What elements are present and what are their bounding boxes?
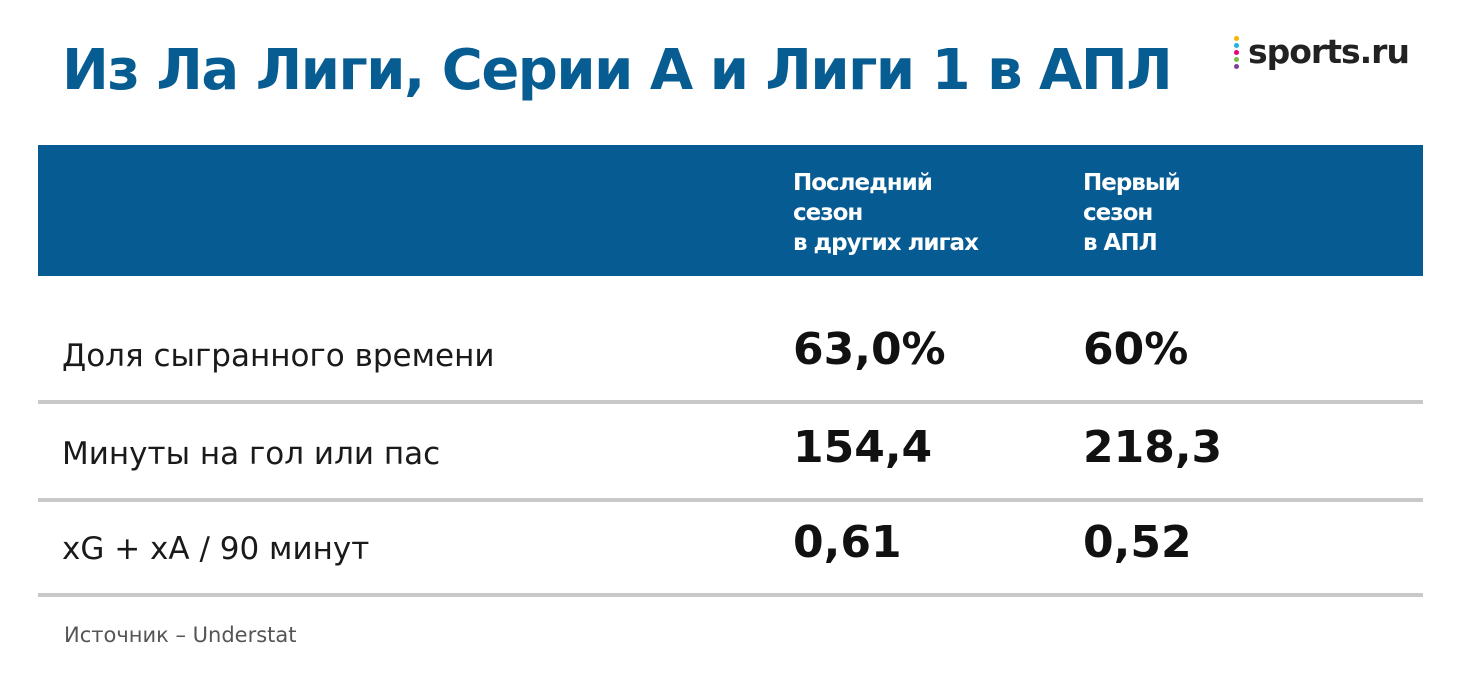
column-header-line: сезон [793, 200, 863, 226]
row-label: Минуты на гол или пас [62, 436, 441, 472]
cell-value: 60% [1083, 324, 1189, 375]
column-header-line: Последний [793, 170, 933, 196]
column-header-line: Первый [1083, 170, 1181, 196]
row-label: Доля сыгранного времени [62, 338, 495, 374]
column-header-line: сезон [1083, 200, 1153, 226]
row-label: xG + xA / 90 минут [62, 531, 370, 567]
cell-value: 0,52 [1083, 517, 1192, 568]
cell-value: 63,0% [793, 324, 946, 375]
cell-value: 218,3 [1083, 422, 1223, 473]
logo-dots [1234, 36, 1240, 71]
cell-value: 0,61 [793, 517, 902, 568]
column-header: Первый сезон в АПЛ [1083, 168, 1181, 258]
column-header-line: в других лигах [793, 230, 979, 256]
column-header-line: в АПЛ [1083, 230, 1158, 256]
cell-value: 154,4 [793, 422, 933, 473]
logo: sports.ru [1248, 32, 1410, 71]
row-separator [38, 498, 1423, 502]
source: Источник – Understat [64, 623, 297, 647]
title: Из Ла Лиги, Серии А и Лиги 1 в АПЛ [62, 38, 1173, 103]
row-separator [38, 400, 1423, 404]
header-band [38, 145, 1423, 276]
row-separator [38, 593, 1423, 597]
column-header: Последний сезон в других лигах [793, 168, 979, 258]
